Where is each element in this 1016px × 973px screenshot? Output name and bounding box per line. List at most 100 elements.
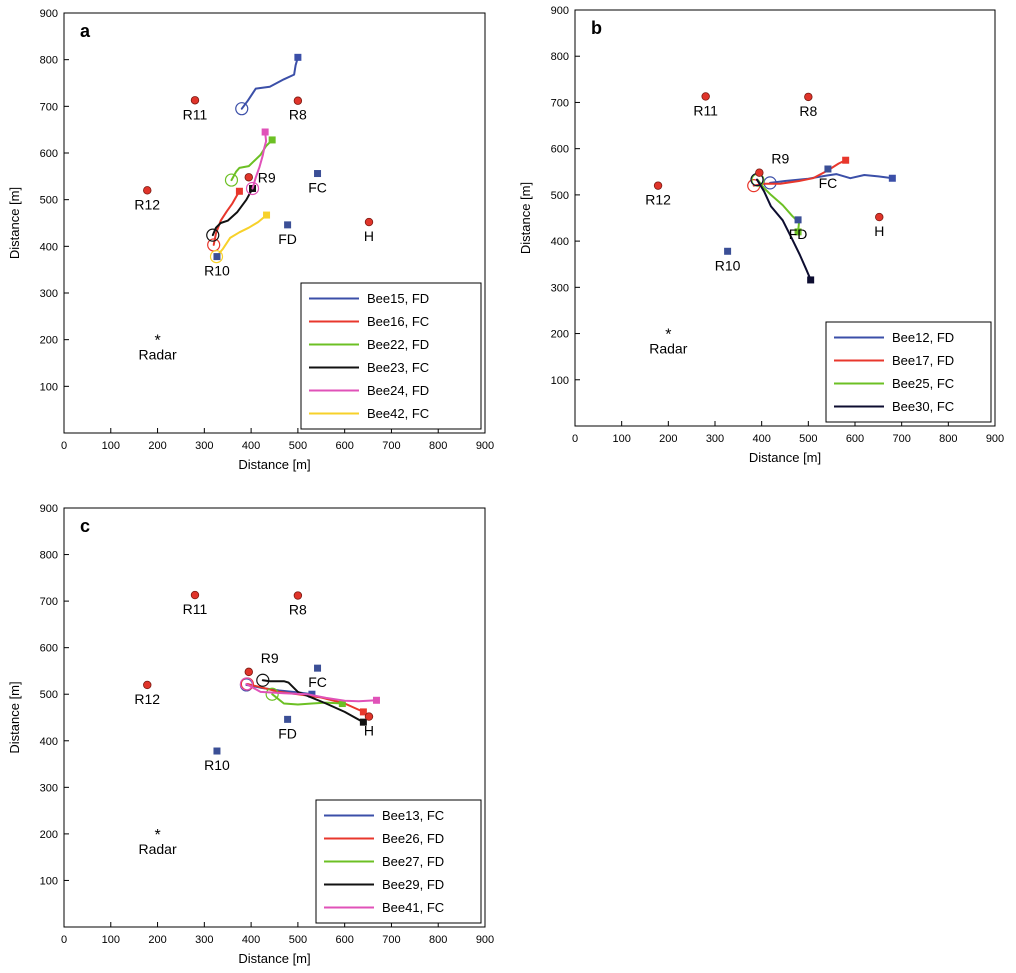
y-tick-label: 400 [40,736,58,748]
x-tick-label: 200 [148,934,166,946]
landmark-fc: FC [819,165,837,191]
landmark-marker [875,212,884,222]
landmark-label: R11 [183,106,208,122]
landmark-label: R12 [134,691,160,707]
x-tick-label: 600 [846,433,864,445]
landmark-radar: *Radar [138,333,176,363]
y-tick-label: 900 [40,503,58,515]
y-tick-label: 200 [551,329,569,341]
y-axis-label: Distance [m] [518,182,533,254]
landmark-h: H [364,217,374,244]
trajectory-start-marker [245,181,260,196]
y-tick-label: 800 [551,51,569,63]
x-tick-label: 700 [382,934,400,946]
series-Bee15 [235,53,302,116]
landmark-fc: FC [308,170,327,196]
series-Bee22 [224,136,276,187]
landmark-label: R11 [693,102,718,118]
trajectory-end-marker [338,700,346,708]
legend-entry: Bee26, FD [382,831,444,846]
landmark-label: R10 [715,257,741,273]
radar-star-marker: * [154,827,160,844]
landmark-label: R12 [134,196,160,212]
plot-frame [574,9,996,427]
landmark-r8: R8 [289,96,307,123]
legend-entry: Bee22, FD [367,337,429,352]
landmark-r8: R8 [289,591,307,618]
trajectory-end-marker [263,211,271,219]
y-tick-label: 500 [40,689,58,701]
trajectory-start-marker [206,228,220,242]
legend: Bee15, FD Bee16, FC Bee22, FD Bee23, FC Bee2… [300,282,482,430]
landmark-label: FD [789,226,808,242]
landmark-h: H [874,212,884,239]
landmark-marker [293,591,303,600]
trajectory-line [212,190,241,246]
landmark-marker [724,247,732,255]
trajectory-line [752,159,847,187]
landmark-label: FD [278,231,297,247]
y-tick-label: 100 [551,375,569,387]
legend-entry: Bee25, FC [892,376,954,391]
trajectory-line [271,693,344,706]
legend-entry: Bee13, FC [382,808,444,823]
x-tick-label: 900 [476,440,494,452]
landmark-marker [364,712,374,721]
plot-frame [63,507,486,928]
x-tick-label: 700 [892,433,910,445]
legend-entry: Bee27, FD [382,854,444,869]
series-Bee26 [240,677,367,716]
y-axis-label: Distance [m] [7,187,22,259]
trajectory-line [756,179,800,233]
trajectory-end-marker [807,276,815,284]
landmark-marker [701,92,710,101]
legend: Bee12, FD Bee17, FD Bee25, FC Bee30, FC [825,321,992,423]
y-tick-label: 600 [40,148,58,160]
x-tick-label: 200 [148,440,166,452]
landmark-marker [755,168,764,177]
landmark-r12: R12 [134,680,160,707]
x-tick-label: 900 [476,934,494,946]
landmark-marker [190,96,200,105]
landmark-r10: R10 [204,747,230,773]
landmark-label: R11 [183,601,208,617]
landmark-radar: *Radar [138,827,176,857]
trajectory-line [211,187,254,237]
trajectory-line [245,683,378,703]
landmark-r11: R11 [183,590,208,617]
landmark-label: R10 [204,757,230,773]
x-tick-label: 400 [752,433,770,445]
x-tick-label: 100 [102,440,120,452]
x-tick-label: 0 [572,433,578,445]
landmark-fd: FD [789,216,808,242]
trajectory-start-marker [239,677,254,691]
x-tick-label: 100 [612,433,630,445]
landmark-label: R8 [799,103,817,119]
trajectory-line [251,131,268,190]
trajectory-start-marker [235,102,249,116]
landmark-marker [314,170,322,178]
series-Bee24 [245,128,269,196]
plot-frame [63,12,486,434]
x-tick-label: 0 [61,934,67,946]
landmark-label: R9 [771,151,789,167]
panel-letter: b [591,18,602,38]
landmark-marker [213,747,221,755]
trajectory-end-marker [359,708,367,716]
landmark-marker [143,186,152,195]
trajectory-line [215,214,268,258]
trajectory-line [240,56,299,110]
trajectory-start-marker [256,673,270,687]
radar-star-marker: * [665,327,671,344]
landmark-marker [284,715,292,723]
landmark-marker [190,590,200,600]
trajectory-end-marker [888,174,896,182]
legend-entry: Bee41, FC [382,900,444,915]
series-Bee42 [209,211,271,264]
landmark-r9: R9 [244,650,279,677]
legend: Bee13, FC Bee26, FD Bee27, FD Bee29, FD Bee4… [315,799,482,924]
trajectory-line [756,178,812,281]
y-tick-label: 700 [551,97,569,109]
landmark-r12: R12 [645,181,671,208]
